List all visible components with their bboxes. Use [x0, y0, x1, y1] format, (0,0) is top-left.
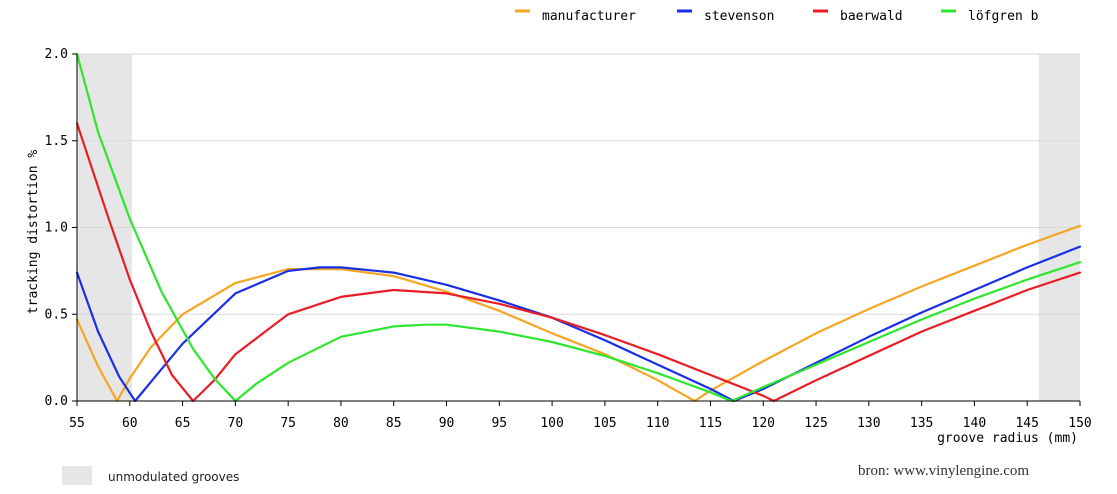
y-tick-label-0: 0.0 [45, 394, 68, 409]
x-tick-label-5: 80 [333, 416, 349, 431]
y-axis-label: tracking distortion % [26, 150, 41, 315]
x-tick-label-10: 105 [593, 416, 616, 431]
source-credit: bron: www.vinylengine.com [858, 463, 1030, 479]
x-tick-label-18: 145 [1015, 416, 1038, 431]
x-tick-label-1: 60 [122, 416, 138, 431]
x-tick-label-8: 95 [491, 416, 507, 431]
legend: manufacturer stevenson baerwald löfgren b [515, 9, 1039, 24]
x-axis-label: groove radius (mm) [937, 431, 1078, 446]
x-tick-label-16: 135 [910, 416, 933, 431]
x-tick-label-7: 90 [439, 416, 455, 431]
unmodulated-label: unmodulated grooves [108, 470, 240, 484]
x-tick-label-9: 100 [540, 416, 563, 431]
x-tick-label-19: 150 [1068, 416, 1091, 431]
y-tick-label-1: 0.5 [45, 307, 68, 322]
x-tick-label-12: 115 [699, 416, 722, 431]
x-tick-label-17: 140 [963, 416, 986, 431]
legend-label-2: baerwald [840, 9, 903, 24]
x-tick-label-3: 70 [228, 416, 244, 431]
series-line-baerwald [75, 122, 1082, 403]
x-tick-label-2: 65 [175, 416, 191, 431]
y-tick-label-4: 2.0 [45, 47, 68, 62]
x-tick-label-14: 125 [804, 416, 827, 431]
series-line-stevenson [75, 245, 1082, 403]
y-tick-label-2: 1.0 [45, 221, 68, 236]
grid-layer [77, 53, 1080, 315]
x-tick-label-4: 75 [280, 416, 296, 431]
legend-label-1: stevenson [704, 9, 774, 24]
x-tick-label-0: 55 [69, 416, 85, 431]
series-line-manufacturer [75, 224, 1082, 403]
series-layer [75, 52, 1082, 403]
axis-layer: 55 60 65 70 75 80 85 90 95 100 105 110 115 120 125 130 1… [45, 47, 1092, 431]
legend-label-3: löfgren b [968, 9, 1039, 24]
y-tick-label-3: 1.5 [45, 134, 68, 149]
x-tick-label-15: 130 [857, 416, 880, 431]
x-tick-label-13: 120 [752, 416, 775, 431]
legend-label-0: manufacturer [542, 9, 636, 24]
x-tick-label-11: 110 [646, 416, 669, 431]
unmodulated-swatch [62, 466, 92, 485]
x-tick-label-6: 85 [386, 416, 402, 431]
series-line-löfgren-b [75, 52, 1082, 403]
